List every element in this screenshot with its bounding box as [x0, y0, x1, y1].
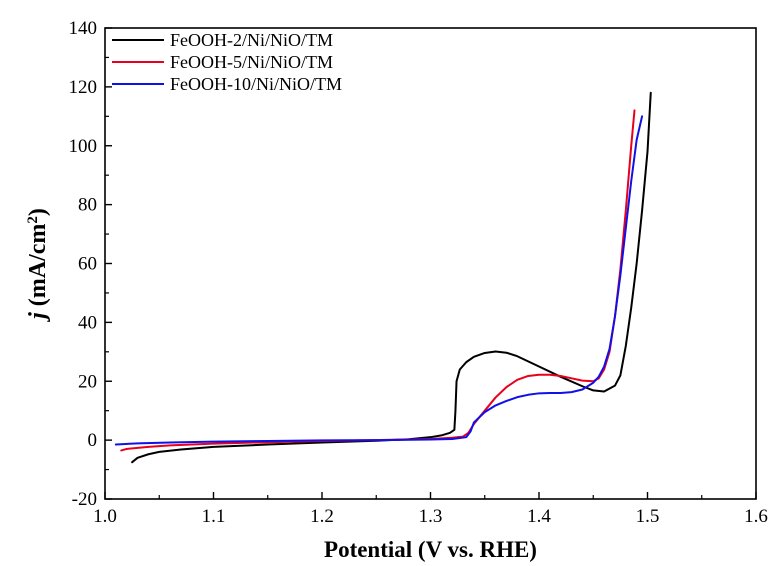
- y-axis-label-symbol: j: [25, 312, 51, 323]
- y-tick-label: 140: [69, 18, 98, 39]
- series-layer: [114, 91, 652, 464]
- y-tick-label: 40: [78, 312, 97, 333]
- legend-label-3: FeOOH-10/Ni/NiO/TM: [170, 74, 342, 94]
- legend: FeOOH-2/Ni/NiO/TMFeOOH-5/Ni/NiO/TMFeOOH-…: [112, 30, 342, 94]
- y-tick-label: 0: [88, 430, 98, 451]
- y-tick-label: 100: [69, 136, 98, 157]
- x-tick-label: 1.5: [636, 506, 660, 527]
- y-axis-label-unit-exponent: 2: [25, 216, 41, 224]
- y-tick-label: -20: [72, 489, 97, 510]
- x-tick-label: 1.3: [419, 506, 443, 527]
- series-line-3: [114, 115, 644, 446]
- y-tick-label: 20: [78, 371, 97, 392]
- plot-frame: [104, 27, 757, 500]
- axis-ticks: 1.0 1.1 1.2 1.3 1.4 1.5 1.6 -20 0 20 40 60 80 100 120 1…: [69, 18, 768, 527]
- y-axis-label-unit: (mA/cm: [25, 224, 51, 313]
- series-line-2: [120, 109, 636, 452]
- x-tick-label: 1.0: [93, 506, 117, 527]
- x-tick-label: 1.4: [527, 506, 551, 527]
- x-axis-label: Potential (V vs. RHE): [324, 537, 537, 562]
- y-tick-label: 60: [78, 254, 97, 275]
- x-tick-label: 1.6: [744, 506, 768, 527]
- legend-label-2: FeOOH-5/Ni/NiO/TM: [170, 52, 333, 72]
- legend-label-1: FeOOH-2/Ni/NiO/TM: [170, 30, 333, 50]
- y-axis-label: j (mA/cm2): [25, 208, 51, 323]
- y-axis-label-unit-close: ): [25, 208, 51, 216]
- series-line-1: [131, 91, 652, 464]
- y-tick-label: 80: [78, 195, 97, 216]
- plot-area: 1.0 1.1 1.2 1.3 1.4 1.5 1.6 -20 0 20 40 60 80 100 120 1…: [69, 18, 768, 527]
- y-tick-label: 120: [69, 77, 98, 98]
- x-tick-label: 1.1: [202, 506, 226, 527]
- x-tick-label: 1.2: [310, 506, 334, 527]
